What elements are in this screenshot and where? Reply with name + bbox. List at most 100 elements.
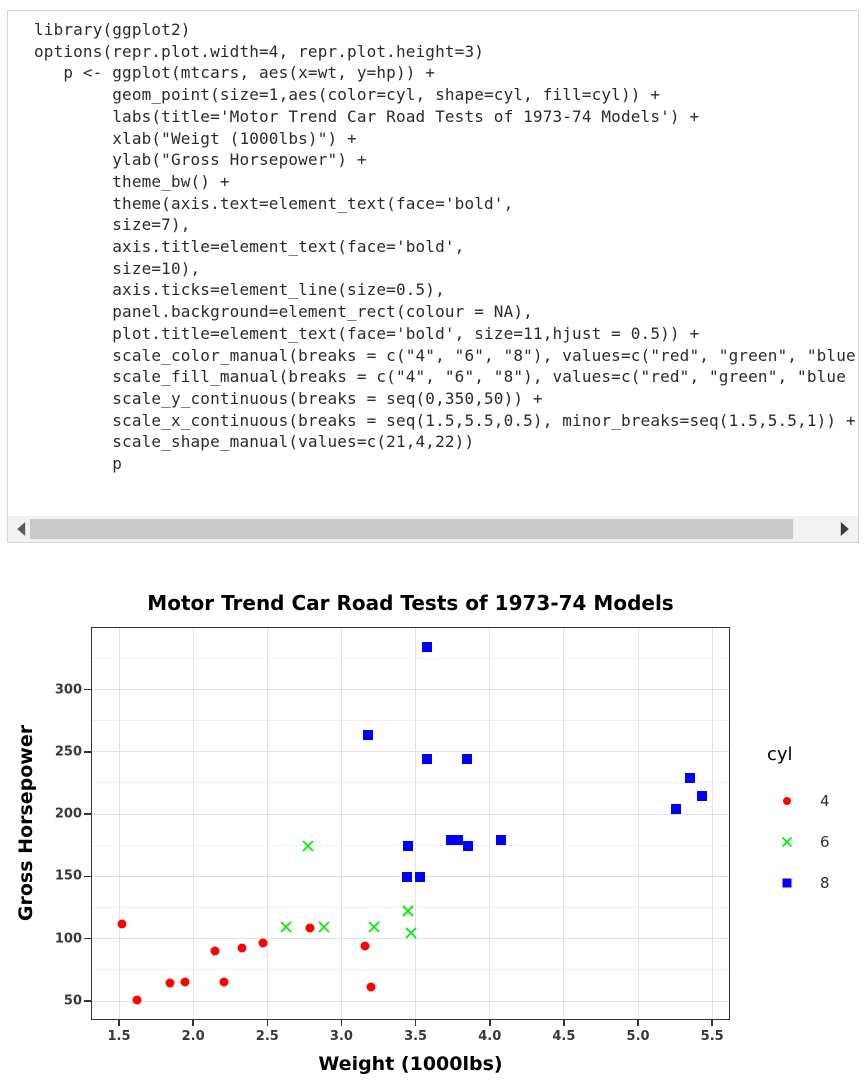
legend-label: 6 [820, 833, 830, 851]
data-point [360, 941, 370, 951]
major-gridline [637, 628, 639, 1019]
y-axis-tick [84, 1000, 91, 1002]
major-gridline [92, 1000, 729, 1002]
major-gridline [92, 938, 729, 940]
major-gridline [415, 628, 417, 1019]
code-line: scale_y_continuous(breaks = seq(0,350,50… [34, 388, 543, 408]
code-line: library(ggplot2) [34, 20, 191, 39]
y-axis-title: Gross Horsepower [15, 724, 37, 922]
x-tick-label: 3.0 [329, 1029, 353, 1044]
legend-item: 4 [756, 791, 861, 811]
chart-title: Motor Trend Car Road Tests of 1973-74 Mo… [147, 591, 674, 615]
x-tick-label: 5.5 [700, 1029, 724, 1044]
y-tick-label: 250 [54, 744, 82, 760]
data-point [405, 927, 417, 940]
legend-item: 8 [756, 873, 861, 893]
minor-gridline [92, 720, 729, 722]
data-point [366, 982, 376, 992]
data-point [368, 921, 380, 933]
major-gridline [563, 628, 565, 1019]
code-line: xlab("Weigt (1000lbs)") + [34, 128, 357, 148]
x-tick-label: 3.5 [404, 1029, 428, 1044]
legend-label: 4 [820, 792, 830, 810]
y-axis-tick [84, 688, 91, 691]
data-point [318, 921, 330, 933]
legend-label: 8 [820, 874, 830, 892]
data-point [462, 841, 473, 852]
scroll-right-button[interactable] [830, 516, 858, 542]
code-line: panel.background=element_rect(colour = N… [34, 302, 533, 322]
code-line: theme_bw() + [34, 171, 230, 191]
data-point [258, 938, 268, 948]
legend-key-filled-square [782, 878, 792, 888]
code-line: scale_shape_manual(values=c(21,4,22)) [34, 432, 475, 452]
code-line: ylab("Gross Horsepower") + [34, 150, 367, 170]
code-line: plot.title=element_text(face='bold', siz… [34, 323, 700, 343]
y-axis-tick [84, 751, 91, 753]
scroll-right-arrow-icon [840, 522, 849, 536]
x-axis-tick [118, 1019, 120, 1026]
y-tick-label: 300 [54, 682, 82, 697]
data-point [671, 803, 682, 814]
code-line: geom_point(size=1,aes(color=cyl, shape=c… [34, 85, 661, 105]
minor-gridline [92, 969, 729, 971]
code-line: theme(axis.text=element_text(face='bold'… [34, 193, 514, 213]
data-point [280, 921, 292, 933]
data-point [132, 995, 142, 1004]
y-axis-tick [84, 937, 91, 940]
legend-item: 6 [756, 832, 861, 852]
code-line: labs(title='Motor Trend Car Road Tests o… [34, 106, 700, 126]
data-point [401, 872, 412, 883]
x-axis-tick [563, 1019, 565, 1026]
code-line: axis.title=element_text(face='bold', [34, 237, 465, 257]
data-point [362, 730, 373, 741]
x-tick-label: 4.0 [478, 1029, 502, 1044]
x-tick-label: 2.5 [255, 1029, 279, 1044]
x-axis-tick [192, 1019, 194, 1026]
y-tick-label: 50 [63, 993, 82, 1009]
code-editor[interactable]: library(ggplot2) options(repr.plot.width=… [34, 19, 857, 515]
x-axis-tick [266, 1019, 269, 1026]
code-line: p [34, 454, 123, 474]
data-point [210, 946, 220, 956]
code-line: size=10), [34, 258, 201, 278]
legend-key-filled-circle [783, 797, 791, 805]
x-tick-label: 5.0 [626, 1029, 650, 1044]
code-line: size=7), [34, 215, 191, 235]
data-point [402, 905, 414, 917]
y-axis-tick [84, 875, 91, 878]
scrollbar-thumb[interactable] [30, 519, 793, 539]
code-line: scale_color_manual(breaks = c("4", "6", … [34, 345, 856, 365]
data-point [421, 641, 432, 652]
data-point [302, 840, 314, 852]
major-gridline [711, 628, 713, 1019]
x-axis-tick [489, 1019, 491, 1026]
code-line: scale_fill_manual(breaks = c("4", "6", "… [34, 367, 846, 387]
code-line: options(repr.plot.width=4, repr.plot.hei… [34, 41, 485, 61]
data-point [445, 835, 456, 846]
x-tick-label: 4.5 [552, 1029, 576, 1044]
scroll-left-arrow-icon [17, 522, 26, 536]
data-point [165, 978, 175, 988]
y-axis-tick [84, 813, 91, 815]
plot-panel [91, 627, 730, 1020]
legend-title: cyl [767, 744, 793, 765]
data-point [180, 977, 189, 987]
y-tick-label: 200 [54, 806, 82, 822]
x-tick-label: 2.0 [181, 1029, 205, 1044]
data-point [117, 919, 127, 928]
data-point [421, 754, 432, 765]
x-axis-tick [340, 1019, 343, 1026]
code-line: axis.ticks=element_line(size=0.5), [34, 280, 445, 300]
data-point [453, 835, 464, 846]
legend-key-x-icon [781, 836, 793, 848]
code-cell[interactable]: library(ggplot2) options(repr.plot.width=… [7, 10, 859, 543]
x-axis-tick [711, 1019, 713, 1026]
data-point [685, 772, 696, 783]
x-axis-tick [637, 1019, 639, 1026]
major-gridline [118, 628, 120, 1019]
scroll-left-button[interactable] [8, 516, 36, 542]
data-point [219, 977, 229, 987]
horizontal-scrollbar[interactable] [8, 516, 858, 542]
